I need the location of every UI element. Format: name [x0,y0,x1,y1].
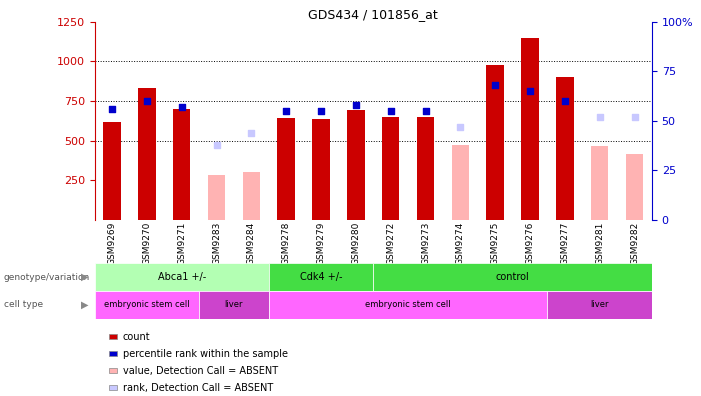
Text: value, Detection Call = ABSENT: value, Detection Call = ABSENT [123,366,278,376]
Text: Abca1 +/-: Abca1 +/- [158,272,206,282]
Bar [278,118,295,220]
Bar [268,263,374,291]
Bar [626,154,644,220]
Text: cell type: cell type [4,301,43,309]
Bar [451,145,469,220]
Text: GSM9276: GSM9276 [526,222,535,265]
Bar [103,122,121,220]
Bar [243,172,260,220]
Text: GSM9279: GSM9279 [317,222,325,265]
Bar [374,263,652,291]
Text: GSM9271: GSM9271 [177,222,186,265]
Text: GSM9282: GSM9282 [630,222,639,265]
Text: ▶: ▶ [81,272,88,282]
Bar [173,109,191,220]
Bar [556,77,573,220]
Bar [382,117,400,220]
Text: count: count [123,331,150,342]
Point [629,114,640,120]
Text: GSM9273: GSM9273 [421,222,430,265]
Text: liver: liver [590,301,609,309]
Point [107,106,118,112]
Text: rank, Detection Call = ABSENT: rank, Detection Call = ABSENT [123,383,273,393]
Point [280,108,292,114]
Bar [95,291,199,319]
Text: embryonic stem cell: embryonic stem cell [104,301,190,309]
Point [246,129,257,136]
Bar [199,291,268,319]
Point [385,108,396,114]
Point [350,102,362,108]
Text: GSM9280: GSM9280 [351,222,360,265]
Bar [522,38,539,220]
Title: GDS434 / 101856_at: GDS434 / 101856_at [308,8,438,21]
Bar [547,291,652,319]
Text: GSM9270: GSM9270 [142,222,151,265]
Text: GSM9278: GSM9278 [282,222,291,265]
Text: GSM9284: GSM9284 [247,222,256,265]
Bar [486,65,504,220]
Text: ▶: ▶ [81,300,88,310]
Bar [207,175,225,220]
Point [211,141,222,148]
Bar [347,110,365,220]
Text: percentile rank within the sample: percentile rank within the sample [123,348,287,359]
Text: Cdk4 +/-: Cdk4 +/- [300,272,342,282]
Point [142,98,153,104]
Text: control: control [496,272,529,282]
Text: GSM9283: GSM9283 [212,222,221,265]
Point [489,82,501,88]
Text: liver: liver [225,301,243,309]
Point [594,114,605,120]
Point [315,108,327,114]
Text: GSM9272: GSM9272 [386,222,395,265]
Bar [95,263,268,291]
Point [176,104,187,110]
Text: GSM9269: GSM9269 [107,222,116,265]
Point [455,124,466,130]
Text: GSM9275: GSM9275 [491,222,500,265]
Text: GSM9281: GSM9281 [595,222,604,265]
Bar [138,88,156,220]
Text: GSM9274: GSM9274 [456,222,465,265]
Bar [268,291,547,319]
Point [524,88,536,94]
Point [420,108,431,114]
Text: embryonic stem cell: embryonic stem cell [365,301,451,309]
Point [559,98,571,104]
Text: GSM9277: GSM9277 [560,222,569,265]
Bar [417,117,434,220]
Bar [313,119,329,220]
Text: genotype/variation: genotype/variation [4,273,90,282]
Bar [591,146,608,220]
